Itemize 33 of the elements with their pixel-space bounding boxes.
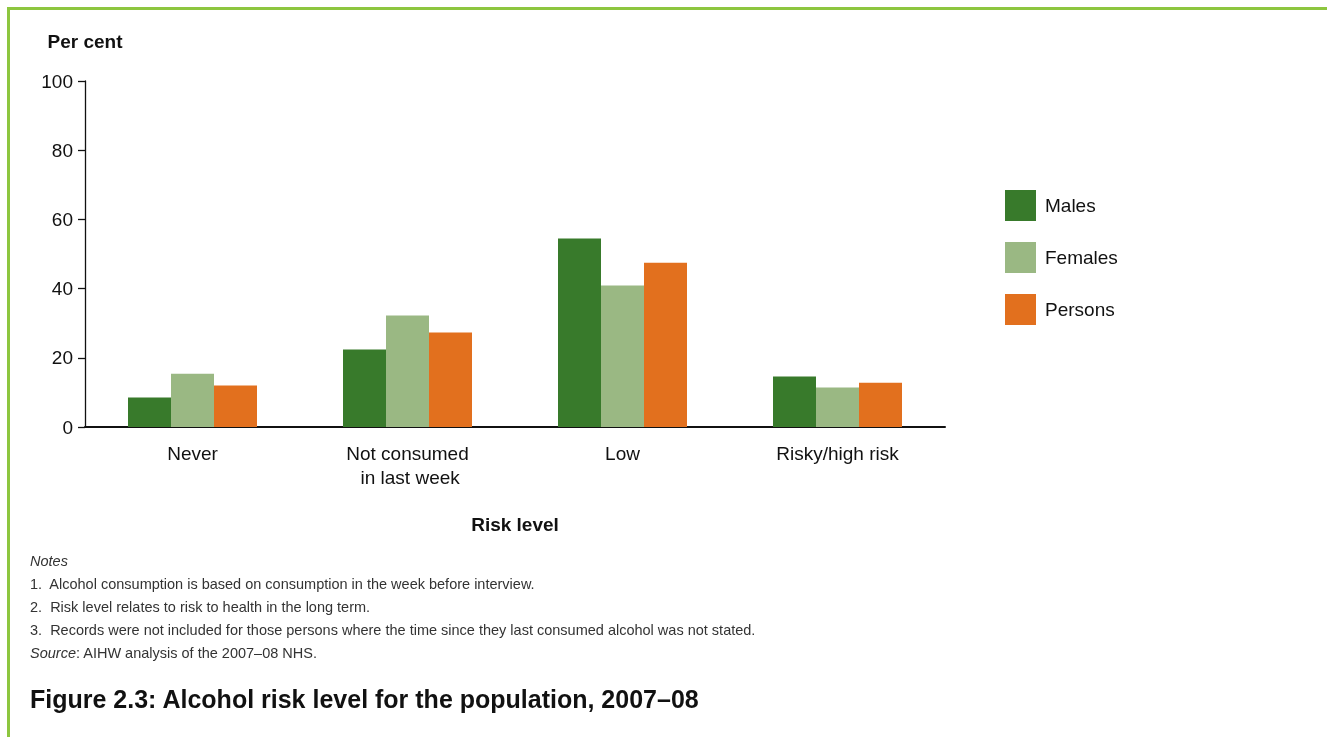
bar — [644, 262, 687, 427]
text: Notes — [30, 552, 69, 571]
bar — [558, 238, 601, 427]
text: 3. Records were not included for those persons where the time since they last consumed alcohol was not stated. — [30, 621, 756, 640]
text: 1. Alcohol consumption is based on consumption in the week before interview. — [30, 575, 536, 594]
y-tick-label: 40 — [51, 278, 73, 300]
bar — [601, 285, 644, 427]
x-tick-label: Risky/high risk — [776, 442, 900, 464]
text: Figure 2.3: Alcohol risk level for the population, 2007–08 — [30, 685, 699, 714]
bar — [816, 387, 859, 427]
bar — [128, 397, 171, 427]
bar — [214, 385, 257, 427]
y-tick-label: 20 — [51, 347, 73, 369]
x-tick-label: Low — [605, 442, 641, 464]
bar — [171, 373, 214, 427]
bar — [429, 332, 472, 427]
text: 2. Risk level relates to risk to health in the long term. — [30, 598, 372, 617]
bar — [773, 376, 816, 427]
bar — [859, 382, 902, 427]
legend-label: Females — [1045, 247, 1118, 268]
legend-label: Persons — [1045, 299, 1115, 320]
y-axis-title: Per cent — [47, 31, 124, 52]
y-tick-label: 100 — [41, 70, 73, 92]
legend-label: Males — [1045, 195, 1096, 216]
x-tick-label: Not consumed in last week — [346, 442, 469, 488]
y-tick-label: 60 — [51, 208, 73, 230]
x-tick-label: Never — [167, 442, 219, 464]
y-tick-label: 80 — [51, 139, 73, 161]
y-tick-label: 0 — [62, 416, 73, 438]
bar — [386, 315, 429, 427]
bar — [343, 349, 386, 427]
source-note: Source: AIHW analysis of the 2007–08 NHS. — [30, 645, 317, 661]
x-axis-title: Risk level — [471, 514, 559, 535]
